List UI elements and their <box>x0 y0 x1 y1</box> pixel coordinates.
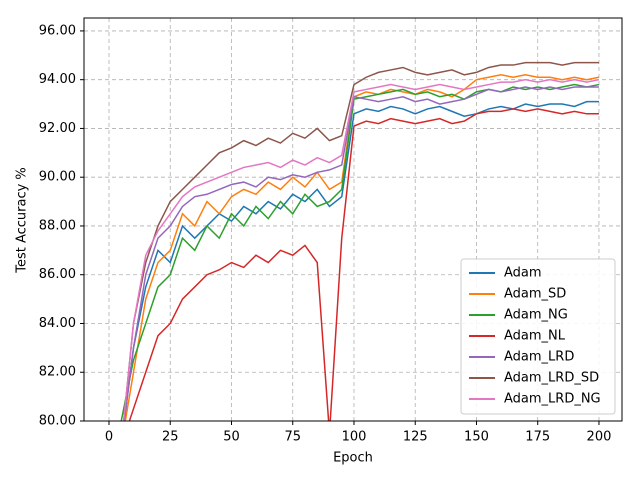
y-tick-label: 94.00 <box>39 72 76 87</box>
legend-label: Adam_LRD <box>504 350 574 365</box>
x-tick-label: 100 <box>342 430 367 445</box>
plot-frame <box>83 17 623 422</box>
y-tick-label: 92.00 <box>39 121 76 136</box>
x-tick-label: 150 <box>464 430 489 445</box>
x-tick-label: 175 <box>525 430 550 445</box>
y-tick-label: 86.00 <box>39 267 76 282</box>
legend-label: Adam_LRD_SD <box>504 371 599 386</box>
x-tick-label: 25 <box>162 430 179 445</box>
y-axis-label: Test Accuracy % <box>15 167 30 274</box>
series-line <box>124 74 600 421</box>
series-line <box>122 61 599 421</box>
y-tick-label: 88.00 <box>39 218 76 233</box>
y-tick-label: 90.00 <box>39 170 76 185</box>
legend-label: Adam_LRD_NG <box>504 392 601 407</box>
y-tick-label: 80.00 <box>39 414 76 429</box>
series-line <box>123 100 599 421</box>
legend-box <box>460 258 616 415</box>
y-tick-label: 84.00 <box>39 316 76 331</box>
x-tick-label: 200 <box>587 430 612 445</box>
x-tick-label: 0 <box>105 430 113 445</box>
x-tick-label: 75 <box>284 430 301 445</box>
series-line <box>123 86 599 421</box>
y-tick-label: 96.00 <box>39 23 76 38</box>
legend-label: Adam_SD <box>504 287 566 302</box>
series-line <box>122 78 600 421</box>
x-tick-label: 50 <box>223 430 240 445</box>
legend-label: Adam_NG <box>504 308 568 323</box>
plot-lines <box>120 61 600 421</box>
x-tick-label: 125 <box>403 430 428 445</box>
legend-label: Adam <box>504 266 542 281</box>
y-tick-label: 82.00 <box>39 365 76 380</box>
series-line <box>128 108 599 421</box>
x-axis-label: Epoch <box>333 451 373 466</box>
legend-label: Adam_NL <box>504 329 566 344</box>
